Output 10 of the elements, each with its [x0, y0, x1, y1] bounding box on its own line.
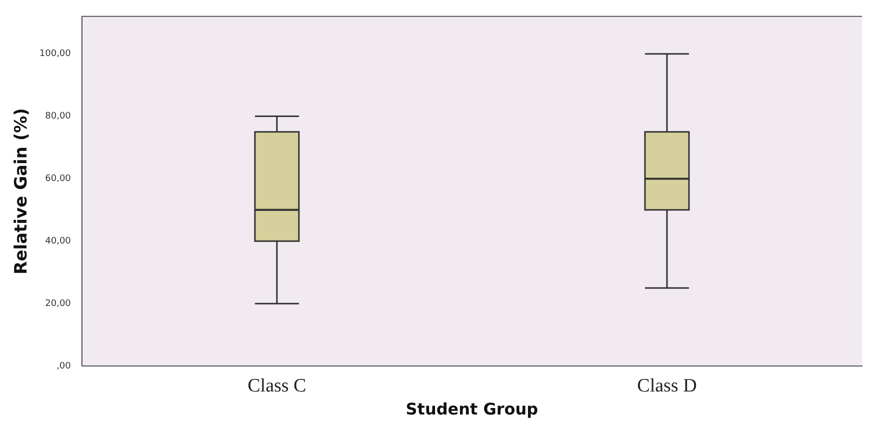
y-tick-label: ,00	[56, 361, 72, 372]
y-tick-label: 100,00	[39, 49, 72, 60]
x-axis-title: Student Group	[406, 400, 538, 419]
x-tick-label: Class D	[637, 375, 697, 396]
y-tick-label: 60,00	[45, 174, 72, 184]
y-tick-label: 80,00	[45, 112, 72, 122]
y-tick-label: 20,00	[45, 298, 72, 309]
y-tick-label: 40,00	[45, 236, 72, 246]
y-axis-title: Relative Gain (%)	[12, 108, 32, 274]
x-tick-label: Class C	[248, 375, 306, 396]
